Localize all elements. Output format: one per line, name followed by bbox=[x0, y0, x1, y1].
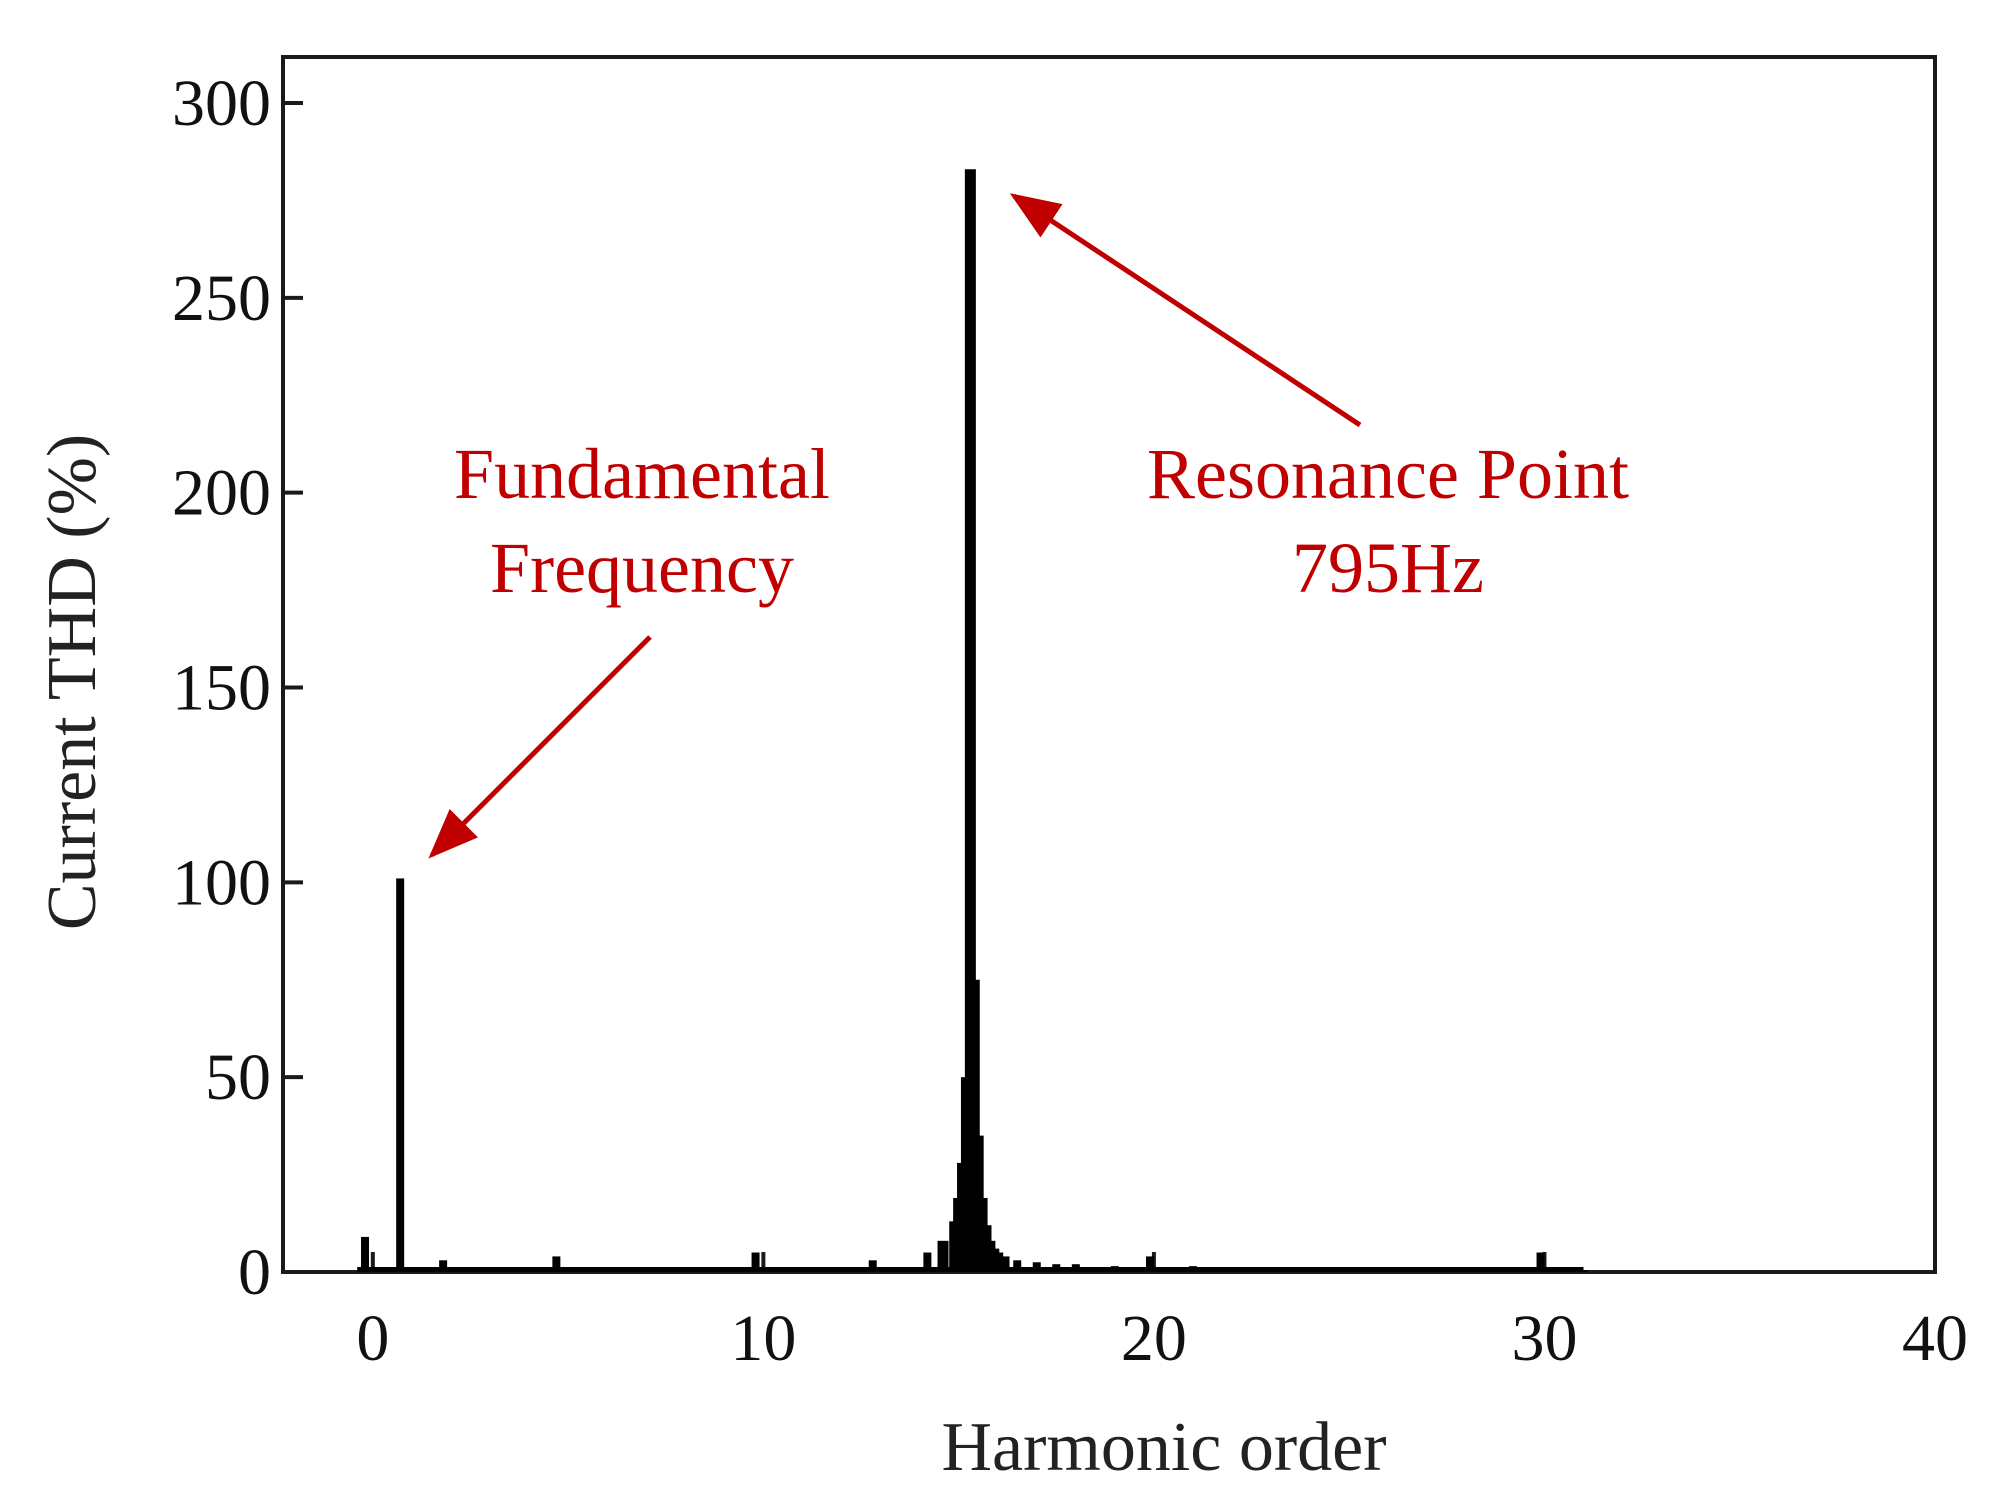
y-tick-label: 250 bbox=[172, 262, 271, 335]
harmonic-bar bbox=[1146, 1256, 1155, 1272]
baseline-noise bbox=[357, 1267, 1584, 1272]
harmonic-bar bbox=[751, 1252, 760, 1272]
harmonic-bar bbox=[552, 1256, 561, 1272]
harmonic-bar bbox=[1001, 1256, 1010, 1272]
y-tick-label: 200 bbox=[172, 457, 271, 530]
x-tick-label: 30 bbox=[1511, 1302, 1577, 1375]
x-tick-label: 0 bbox=[356, 1302, 389, 1375]
harmonic-bar bbox=[396, 878, 405, 1272]
annotation-fundamental: Fundamental Frequency bbox=[428, 434, 830, 859]
harmonic-bar bbox=[964, 169, 976, 1273]
y-tick-label: 300 bbox=[172, 67, 271, 140]
plot-frame bbox=[281, 55, 1937, 1274]
annotation-fundamental-arrow bbox=[428, 635, 652, 859]
y-axis-ticks: 0 50 100 150 200 250 300 bbox=[172, 67, 303, 1309]
x-tick-label: 10 bbox=[730, 1302, 796, 1375]
y-tick-label: 0 bbox=[238, 1236, 271, 1309]
harmonic-bar bbox=[992, 1252, 1004, 1272]
harmonic-bar bbox=[439, 1260, 448, 1272]
x-tick-label: 20 bbox=[1121, 1302, 1187, 1375]
annotation-resonance-arrow bbox=[1009, 193, 1362, 428]
harmonic-bar bbox=[1013, 1260, 1022, 1272]
y-axis-title: Current THD (%) bbox=[34, 434, 111, 930]
harmonic-bar bbox=[968, 979, 980, 1272]
annotation-fundamental-line2: Frequency bbox=[490, 528, 794, 608]
y-tick-label: 50 bbox=[205, 1041, 271, 1114]
harmonic-bar bbox=[937, 1240, 949, 1272]
y-tick-label: 150 bbox=[172, 652, 271, 725]
annotation-resonance: Resonance Point 795Hz bbox=[1009, 193, 1629, 608]
harmonic-bar bbox=[1536, 1252, 1545, 1272]
annotation-resonance-line1: Resonance Point bbox=[1147, 434, 1629, 514]
x-axis-ticks: 0 10 20 30 40 bbox=[356, 1252, 1968, 1375]
y-tick-label: 100 bbox=[172, 846, 271, 919]
harmonic-bar bbox=[923, 1252, 932, 1272]
annotation-resonance-line2: 795Hz bbox=[1292, 528, 1484, 608]
x-tick-label: 40 bbox=[1902, 1302, 1968, 1375]
harmonic-bar bbox=[361, 1236, 370, 1272]
harmonic-bar bbox=[868, 1260, 877, 1272]
annotation-fundamental-line1: Fundamental bbox=[454, 434, 830, 514]
data-series-bars bbox=[357, 169, 1588, 1273]
x-axis-title: Harmonic order bbox=[941, 1409, 1386, 1486]
